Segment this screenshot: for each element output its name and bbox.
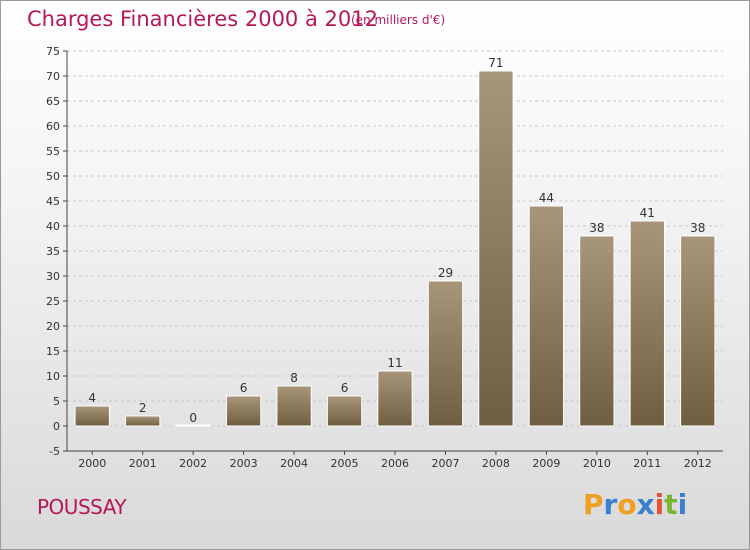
x-tick-label: 2001 xyxy=(129,457,157,470)
bar xyxy=(427,280,464,427)
bar xyxy=(175,424,211,427)
bar xyxy=(74,405,110,427)
bar xyxy=(276,385,312,427)
bar-value-label: 38 xyxy=(690,221,705,235)
y-tick-label: 65 xyxy=(46,95,60,108)
x-tick-label: 2004 xyxy=(280,457,308,470)
bar-value-label: 44 xyxy=(539,191,554,205)
chart-subtitle: (en milliers d'€) xyxy=(351,13,446,27)
bar-value-label: 29 xyxy=(438,266,453,280)
bar xyxy=(528,205,565,427)
brand-letter: x xyxy=(636,488,655,521)
bar xyxy=(326,395,363,427)
y-tick-label: 25 xyxy=(46,295,60,308)
x-tick-label: 2006 xyxy=(381,457,409,470)
y-tick-label: 10 xyxy=(46,370,60,383)
bar-value-label: 8 xyxy=(290,371,298,385)
x-tick-label: 2007 xyxy=(431,457,459,470)
x-tick-label: 2003 xyxy=(230,457,258,470)
bar-value-label: 41 xyxy=(640,206,655,220)
x-tick-label: 2010 xyxy=(583,457,611,470)
x-axis-ticks: 2000 2001 2002 2003 2004 2005 2006 2007 2008 2009… xyxy=(78,451,712,470)
y-tick-label: 70 xyxy=(46,70,60,83)
y-tick-label: 60 xyxy=(46,120,60,133)
x-tick-label: 2011 xyxy=(633,457,661,470)
brand-letter: i xyxy=(654,488,665,521)
x-tick-label: 2009 xyxy=(532,457,560,470)
y-tick-label: -5 xyxy=(49,445,60,458)
proxiti-logo[interactable]: Proxiti xyxy=(583,488,687,521)
y-tick-label: 30 xyxy=(46,270,60,283)
bar-value-label: 6 xyxy=(240,381,248,395)
chart-title: Charges Financières 2000 à 2012 xyxy=(27,7,378,31)
bars: 4 2 0 6 8 6 11 29 71 44 38 41 38 xyxy=(74,56,716,427)
bar-value-label: 71 xyxy=(488,56,503,70)
brand-letter: r xyxy=(603,488,618,521)
brand-letter: i xyxy=(677,488,688,521)
x-tick-label: 2002 xyxy=(179,457,207,470)
bar-value-label: 11 xyxy=(387,356,402,370)
y-tick-label: 5 xyxy=(53,395,60,408)
y-tick-label: 45 xyxy=(46,195,60,208)
y-tick-label: 35 xyxy=(46,245,60,258)
commune-name: POUSSAY xyxy=(37,495,127,519)
x-tick-label: 2005 xyxy=(331,457,359,470)
x-tick-label: 2008 xyxy=(482,457,510,470)
bar xyxy=(225,395,262,427)
bar-value-label: 4 xyxy=(88,391,96,405)
bar xyxy=(680,235,716,427)
bar-value-label: 6 xyxy=(341,381,349,395)
bar-value-label: 2 xyxy=(139,401,147,415)
brand-letter: o xyxy=(617,488,637,521)
bar xyxy=(629,220,665,427)
x-tick-label: 2012 xyxy=(684,457,712,470)
y-tick-label: 75 xyxy=(46,45,60,58)
y-tick-label: 0 xyxy=(53,420,60,433)
y-axis-ticks: -5 0 5 10 15 20 25 30 35 40 45 50 55 60 65 70 75 xyxy=(46,45,67,458)
bar xyxy=(579,235,615,427)
y-tick-label: 40 xyxy=(46,220,60,233)
brand-letter: t xyxy=(664,488,678,521)
bar xyxy=(478,70,514,427)
y-tick-label: 55 xyxy=(46,145,60,158)
y-tick-label: 15 xyxy=(46,345,60,358)
x-tick-label: 2000 xyxy=(78,457,106,470)
bar xyxy=(125,415,161,427)
bar-value-label: 0 xyxy=(189,411,197,425)
bar-value-label: 38 xyxy=(589,221,604,235)
y-tick-label: 50 xyxy=(46,170,60,183)
brand-letter: P xyxy=(583,488,604,521)
y-tick-label: 20 xyxy=(46,320,60,333)
bar xyxy=(377,370,413,427)
